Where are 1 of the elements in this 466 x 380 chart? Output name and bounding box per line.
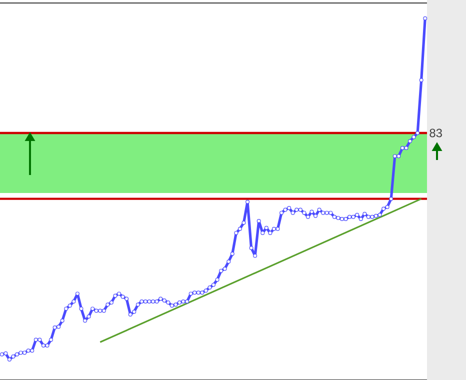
- text: 83: [430, 128, 442, 138]
